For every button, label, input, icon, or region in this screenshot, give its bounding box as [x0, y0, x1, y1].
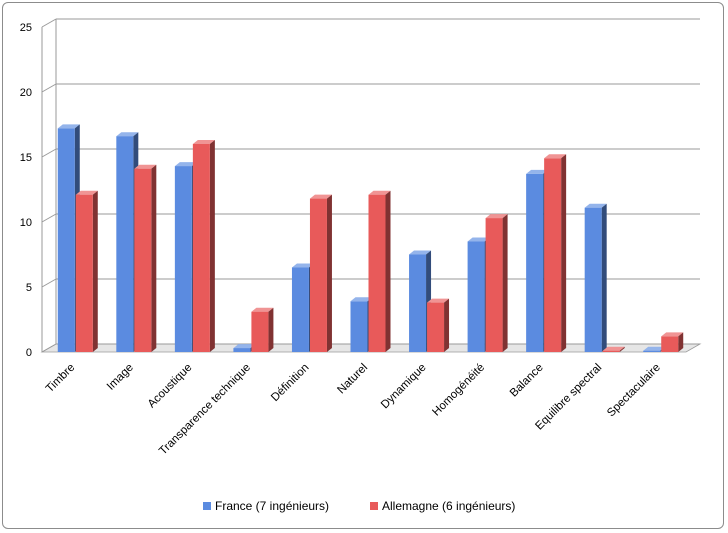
bar: [368, 190, 391, 352]
bar-side: [444, 298, 450, 352]
gridline-depth: [41, 83, 57, 93]
bar-side: [678, 332, 684, 352]
gridline-depth: [41, 278, 57, 288]
bar-side: [151, 164, 157, 352]
bar-top: [75, 190, 98, 195]
bar-side: [326, 194, 332, 352]
bar: [309, 194, 332, 352]
bar-front: [544, 158, 562, 352]
bar: [584, 203, 607, 352]
bar-front: [584, 207, 602, 352]
bar: [661, 332, 684, 352]
bar-front: [643, 350, 661, 352]
legend-swatch: [370, 502, 378, 510]
x-tick-label: Timbre: [44, 362, 77, 395]
gridline-depth: [41, 18, 57, 28]
gridline-depth: [41, 213, 57, 223]
y-tick-label: 20: [20, 87, 32, 99]
bar-front: [57, 128, 75, 352]
bar-top: [526, 169, 549, 174]
bar-top: [544, 154, 567, 159]
bar-front: [192, 144, 210, 352]
x-tick-label: Homogénéité: [430, 362, 487, 419]
bar-top: [602, 346, 625, 351]
bar-front: [485, 218, 503, 352]
bar-side: [502, 214, 508, 352]
bar: [75, 190, 98, 352]
y-tick-label: 10: [20, 217, 32, 229]
bar-top: [368, 190, 391, 195]
bar-front: [368, 194, 386, 352]
x-tick-label: Dynamique: [379, 362, 429, 412]
bar-top: [467, 237, 490, 242]
bar-top: [409, 250, 432, 255]
bar-side: [209, 140, 215, 352]
bar-front: [350, 301, 368, 352]
x-tick-label: Définition: [269, 362, 311, 404]
x-tick-label: Acoustique: [146, 362, 195, 411]
x-tick-label: Balance: [508, 362, 546, 400]
bar-front: [116, 136, 134, 352]
bars: [57, 124, 684, 353]
y-tick-label: 0: [26, 347, 32, 359]
bar-front: [174, 166, 192, 352]
bar: [427, 298, 450, 352]
bar-top: [57, 124, 80, 129]
x-tick-label: Naturel: [335, 362, 370, 397]
legend-label: Allemagne (6 ingénieurs): [382, 499, 515, 513]
gridline-depth: [41, 343, 57, 353]
bar: [134, 164, 157, 352]
bar-top: [584, 203, 607, 208]
bar-side: [268, 307, 274, 352]
x-tick-label: Image: [105, 362, 136, 393]
bar-top: [134, 164, 157, 169]
bar-top: [309, 194, 332, 199]
bar-front: [75, 194, 93, 352]
legend-swatch: [203, 502, 211, 510]
bar: [192, 140, 215, 352]
legend: France (7 ingénieurs) Allemagne (6 ingéni…: [203, 499, 515, 513]
bar-side: [619, 346, 625, 352]
bar-front: [251, 311, 269, 352]
y-tick-label: 25: [20, 22, 32, 34]
bar: [602, 346, 625, 352]
bar-top: [291, 263, 314, 268]
bar: [544, 154, 567, 352]
legend-label: France (7 ingénieurs): [215, 499, 329, 513]
bar-top: [643, 346, 666, 351]
y-tick-label: 5: [26, 282, 32, 294]
bar-front: [134, 168, 152, 352]
bar-top: [427, 298, 450, 303]
bar-front: [467, 241, 485, 352]
x-tick-label: Equilibre spectral: [533, 362, 604, 433]
bar-side: [601, 203, 607, 352]
bar: [485, 214, 508, 352]
bar-front: [291, 267, 309, 352]
bar-top: [251, 307, 274, 312]
bar-front: [233, 348, 251, 352]
bar-top: [233, 344, 256, 349]
bar-front: [309, 198, 327, 352]
bar-front: [602, 350, 620, 352]
bar-top: [174, 162, 197, 167]
bar-top: [350, 297, 373, 302]
bar-side: [561, 154, 567, 352]
bar-front: [661, 336, 679, 352]
bar-top: [485, 214, 508, 219]
bar-front: [526, 173, 544, 352]
bar-top: [661, 332, 684, 337]
bar-top: [192, 140, 215, 144]
y-tick-label: 15: [20, 152, 32, 164]
bar-front: [409, 254, 427, 352]
bar-side: [385, 190, 391, 352]
bar-top: [116, 132, 139, 137]
bar-side: [92, 190, 98, 352]
bar-front: [427, 302, 445, 352]
gridline-depth: [41, 148, 57, 158]
bar: [251, 307, 274, 352]
y-axis: 0 5 10 15 20 25: [20, 22, 32, 359]
x-tick-label: Spectaculaire: [605, 362, 663, 420]
